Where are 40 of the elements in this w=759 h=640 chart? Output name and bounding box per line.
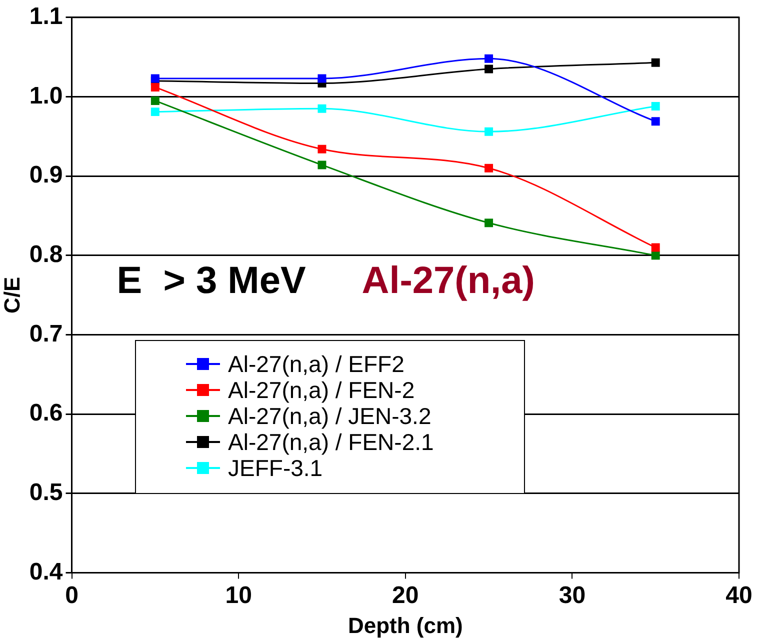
y-tick-label: 0.4 — [29, 558, 64, 586]
point — [150, 96, 160, 105]
legend-label: Al-27(n,a) / FEN-2.1 — [228, 429, 434, 455]
x-axis-title: Depth (cm) — [348, 612, 463, 638]
y-tick-label: 0.7 — [29, 320, 63, 348]
point — [150, 108, 160, 116]
annotation: Al-27(n,a) — [362, 260, 535, 302]
y-tick-label: 0.5 — [29, 479, 63, 506]
point — [651, 117, 660, 126]
point — [484, 54, 494, 63]
legend-label: Al-27(n,a) / EFF2 — [228, 351, 404, 377]
point — [318, 74, 326, 83]
x-tick-label: 20 — [392, 582, 419, 609]
point — [150, 74, 160, 83]
point — [484, 218, 494, 228]
point — [150, 82, 160, 92]
y-tick-label: 0.6 — [29, 400, 63, 427]
annotation: E > 3 MeV — [116, 260, 306, 302]
point — [651, 102, 660, 111]
y-tick-label: 1.0 — [29, 82, 63, 110]
point — [484, 64, 494, 74]
point — [318, 160, 326, 170]
legend-label: JEFF-3.1 — [228, 455, 323, 481]
point — [318, 144, 326, 154]
y-tick-label: 0.8 — [29, 241, 63, 268]
x-tick-label: 0 — [65, 582, 78, 609]
point — [318, 104, 326, 113]
point — [651, 58, 660, 67]
y-axis-title: C/E — [0, 276, 24, 314]
y-tick-label: 1.1 — [29, 3, 63, 30]
point — [484, 127, 494, 136]
point — [484, 164, 494, 172]
point — [651, 243, 660, 252]
x-tick-label: 30 — [558, 582, 586, 609]
legend-label: Al-27(n,a) / JEN-3.2 — [228, 403, 432, 429]
y-tick-label: 0.9 — [29, 162, 63, 189]
x-tick-label: 40 — [726, 582, 752, 609]
x-tick-label: 10 — [225, 582, 252, 609]
legend-label: Al-27(n,a) / FEN-2 — [228, 377, 415, 403]
point — [651, 251, 660, 260]
